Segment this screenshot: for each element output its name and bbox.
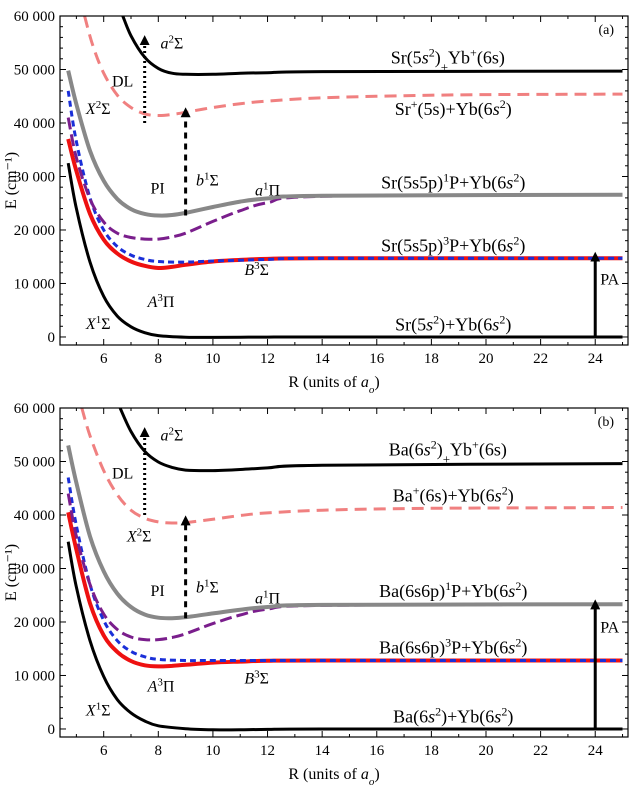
- curve-annotation: a1Π: [255, 181, 281, 200]
- y-tick-label: 30 000: [14, 169, 55, 185]
- y-tick-label: 60 000: [14, 401, 55, 417]
- curve-series-2: [66, 477, 623, 663]
- x-tick-label: 14: [315, 351, 331, 367]
- curve-annotation: Sr(5s2)+Yb(6s2): [395, 313, 511, 336]
- x-tick-label: 12: [260, 743, 275, 759]
- x-tick-label: 16: [369, 743, 385, 759]
- curve-annotation: a2Σ: [161, 34, 184, 53]
- transition-label-dl: DL: [112, 74, 133, 91]
- panel-label: (a): [598, 23, 614, 38]
- y-tick-label: 60 000: [14, 9, 55, 25]
- x-tick-label: 10: [205, 351, 220, 367]
- curve-annotation: Sr+(5s)+Yb(6s2): [395, 97, 512, 120]
- x-tick-label: 6: [100, 743, 108, 759]
- curve-annotation: X2Σ: [85, 99, 111, 118]
- panel-b: DL PI PA a2Σ X2Σ b1Σ a1Π B3Σ A3Π X1Σ Ba(6s2)+Yb+(6…: [3, 401, 629, 788]
- curve-annotation: Ba(6s2)+Yb(6s2): [393, 705, 513, 728]
- x-tick-label: 8: [155, 351, 163, 367]
- curve-series-1: [66, 138, 623, 271]
- curve-series-0: [66, 162, 623, 339]
- x-tick-label: 6: [100, 351, 108, 367]
- transition-label-dl: DL: [112, 466, 133, 483]
- curve-annotation: Ba(6s6p)3P+Yb(6s2): [379, 636, 527, 659]
- x-tick-label: 20: [479, 743, 494, 759]
- y-tick-label: 30 000: [14, 561, 55, 577]
- y-tick-label: 0: [48, 722, 56, 738]
- curve-annotation: Sr(5s5p)1P+Yb(6s2): [381, 170, 525, 193]
- y-tick-label: 40 000: [14, 116, 55, 132]
- panel-a: DLPIPAa2ΣX2Σb1Σa1ΠB3ΣA3ΠX1ΣSr(5s2)+Yb+(6…: [3, 9, 629, 396]
- x-tick-label: 18: [424, 351, 439, 367]
- curve-annotation: a2Σ: [161, 426, 184, 445]
- curve-annotation: X1Σ: [85, 314, 111, 333]
- curve-series-0: [66, 541, 623, 732]
- x-tick-label: 8: [155, 743, 163, 759]
- x-tick-label: 14: [315, 743, 331, 759]
- x-tick-label: 22: [533, 743, 548, 759]
- curve-annotation: Ba+(6s)+Yb(6s2): [393, 484, 514, 507]
- curve-annotation: a1Π: [255, 588, 281, 607]
- curves: [66, 16, 623, 339]
- curve-series-3: [66, 117, 623, 241]
- x-tick-label: 20: [479, 351, 494, 367]
- curve-series-6: [118, 408, 623, 473]
- x-tick-label: 10: [205, 743, 220, 759]
- x-tick-label: 22: [533, 351, 548, 367]
- x-tick-label: 16: [369, 351, 385, 367]
- x-tick-label: 24: [588, 351, 604, 367]
- y-tick-label: 0: [48, 330, 56, 346]
- y-tick-label: 50 000: [14, 62, 55, 78]
- curve-annotation: A3Π: [147, 677, 175, 696]
- curve-annotation: b1Σ: [196, 578, 219, 597]
- y-axis-label: E (cm⁻¹): [3, 544, 20, 601]
- curve-series-4: [66, 444, 623, 621]
- x-tick-label: 24: [588, 743, 604, 759]
- curve-annotation: X2Σ: [126, 527, 152, 546]
- y-tick-label: 10 000: [14, 668, 55, 684]
- y-tick-label: 10 000: [14, 276, 55, 292]
- x-axis-label: R (units of ao): [288, 766, 379, 788]
- x-axis-label: R (units of ao): [288, 374, 379, 396]
- curve-series-6: [121, 16, 623, 76]
- y-tick-label: 50 000: [14, 454, 55, 470]
- curve-annotation: Sr(5s5p)3P+Yb(6s2): [381, 233, 525, 256]
- x-tick-label: 18: [424, 743, 439, 759]
- y-tick-label: 40 000: [14, 508, 55, 524]
- curve-annotation: B3Σ: [244, 260, 269, 279]
- curve-annotation: Ba(6s2)+Yb+(6s): [389, 438, 507, 467]
- transition-label-pa: PA: [600, 272, 619, 289]
- curve-annotation: X1Σ: [85, 701, 111, 720]
- transition-label-pi: PI: [150, 181, 164, 198]
- x-tick-label: 12: [260, 351, 275, 367]
- transition-label-pi: PI: [150, 583, 164, 600]
- curve-series-2: [66, 90, 623, 264]
- curve-annotation: A3Π: [147, 292, 175, 311]
- panel-label: (b): [598, 415, 615, 430]
- plot-frame: [59, 407, 629, 738]
- plot-frame: [59, 15, 629, 346]
- curve-series-4: [66, 70, 623, 218]
- y-tick-label: 20 000: [14, 223, 55, 239]
- curve-series-5: [83, 16, 623, 118]
- curve-annotation: B3Σ: [244, 669, 269, 688]
- transition-label-pa: PA: [600, 619, 619, 636]
- y-axis-label: E (cm⁻¹): [3, 152, 20, 209]
- curve-annotation: Ba(6s6p)1P+Yb(6s2): [379, 579, 527, 602]
- curve-annotation: b1Σ: [196, 171, 219, 190]
- y-tick-label: 20 000: [14, 615, 55, 631]
